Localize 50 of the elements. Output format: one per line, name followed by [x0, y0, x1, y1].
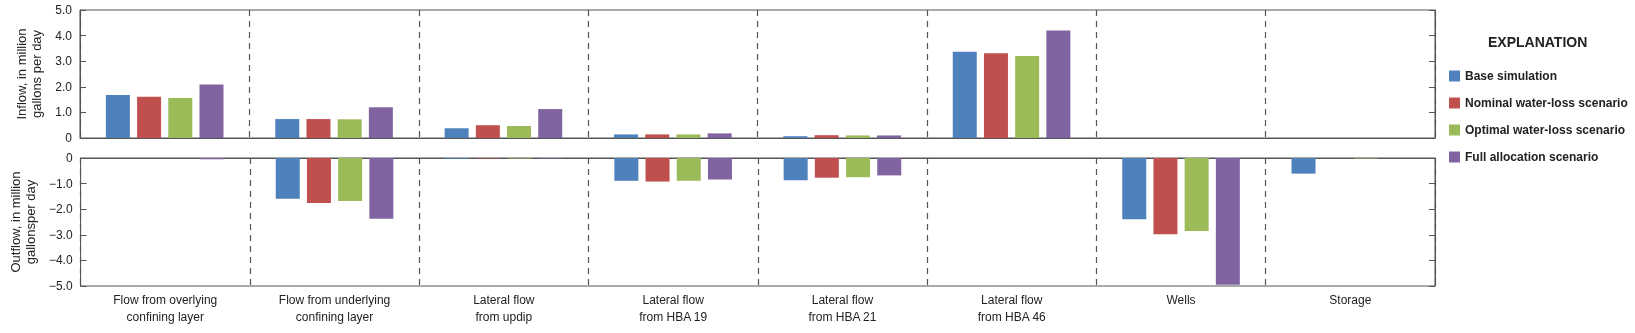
bar — [676, 134, 701, 138]
y-tick-label: −2.0 — [48, 202, 73, 217]
y-tick-label: −4.0 — [48, 253, 73, 268]
bar — [614, 134, 639, 138]
y-axis-title: Outflow, in million gallonsper day — [8, 171, 38, 273]
bar — [1015, 56, 1040, 138]
legend-label: Full allocation scenario — [1465, 150, 1599, 164]
bar — [137, 96, 162, 138]
bar — [538, 109, 563, 138]
y-axis-title: Inflow, in million gallons per day — [14, 28, 45, 120]
bar — [1046, 30, 1071, 138]
bar — [707, 133, 732, 138]
legend-label: Nominal water-loss scenario — [1465, 96, 1628, 110]
bar — [306, 119, 331, 138]
bar — [814, 135, 839, 138]
bar — [475, 125, 500, 138]
y-tick-label: 1.0 — [55, 105, 73, 120]
bar — [507, 125, 532, 138]
bar — [337, 119, 362, 138]
bar — [845, 135, 870, 138]
x-tick-label: Lateral flow from HBA 21 — [808, 292, 877, 324]
x-tick-label: Storage — [1329, 292, 1372, 307]
bar — [645, 134, 670, 138]
x-tick-label: Lateral flow from HBA 46 — [977, 292, 1047, 324]
x-tick-label: Lateral flow from HBA 19 — [639, 292, 708, 324]
x-tick-label: Wells — [1166, 292, 1196, 307]
y-tick-label: −5.0 — [48, 279, 73, 293]
legend-label: Base simulation — [1465, 69, 1558, 83]
legend-label: Optimal water-loss scenario — [1465, 123, 1626, 137]
y-tick-label: 3.0 — [55, 54, 73, 69]
y-tick-label: 2.0 — [55, 79, 73, 94]
bar — [275, 119, 300, 138]
legend-title: EXPLANATION — [1488, 34, 1588, 50]
y-tick-label: 0 — [65, 131, 73, 145]
bar — [983, 53, 1008, 138]
y-tick-label: 4.0 — [55, 28, 73, 43]
bar — [199, 84, 224, 138]
y-tick-label: 5.0 — [55, 3, 73, 17]
bar — [105, 94, 130, 138]
x-tick-label: Lateral flow from updip — [473, 292, 535, 324]
x-tick-label: Flow from underlying confining layer — [278, 292, 391, 324]
x-tick-label: Flow from overlying confining layer — [113, 292, 218, 324]
y-tick-label: 0 — [65, 151, 73, 165]
bar — [952, 51, 977, 138]
bar — [168, 98, 193, 138]
y-tick-label: −3.0 — [48, 227, 73, 242]
bar — [368, 107, 393, 138]
y-tick-label: −1.0 — [48, 176, 73, 191]
bar — [876, 135, 901, 138]
bar — [444, 128, 469, 138]
